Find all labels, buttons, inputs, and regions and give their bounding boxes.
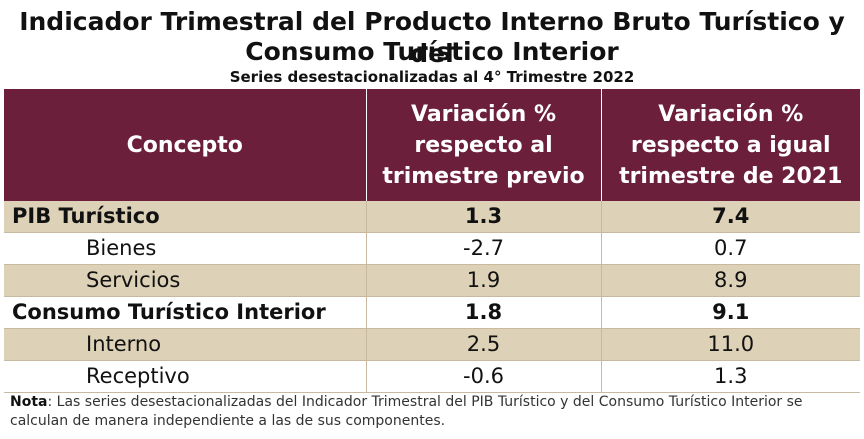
row-anual: 8.9 [601, 264, 860, 297]
table-row: Bienes -2.7 0.7 [4, 232, 860, 265]
note-text: : Las series desestacionalizadas del Ind… [10, 394, 803, 429]
title-line-1: Indicador Trimestral del Producto Intern… [19, 7, 845, 68]
row-previo: -0.6 [366, 360, 602, 393]
row-anual: 1.3 [601, 360, 860, 393]
row-concepto: PIB Turístico [4, 201, 367, 233]
row-anual: 11.0 [601, 328, 860, 361]
table-row: Servicios 1.9 8.9 [4, 264, 860, 297]
header-variacion-previo: Variación % respecto al trimestre previo [366, 89, 602, 201]
table-row: Interno 2.5 11.0 [4, 328, 860, 361]
header-col3-line1: Variación % [658, 101, 804, 127]
header-col2-line3: trimestre previo [382, 163, 585, 189]
row-previo: 1.8 [366, 296, 602, 329]
table-header-row: Concepto Variación % respecto al trimest… [4, 89, 860, 201]
row-anual: 0.7 [601, 232, 860, 265]
row-concepto: Servicios [4, 264, 367, 297]
header-variacion-anual: Variación % respecto a igual trimestre d… [601, 89, 860, 201]
header-col2-line1: Variación % [411, 101, 556, 127]
table-row: PIB Turístico 1.3 7.4 [4, 201, 860, 233]
row-concepto: Interno [4, 328, 367, 361]
table-row: Consumo Turístico Interior 1.8 9.1 [4, 296, 860, 329]
title-line-2: Consumo Turístico Interior [245, 37, 619, 66]
subtitle: Series desestacionalizadas al 4° Trimest… [229, 68, 635, 86]
table-row: Receptivo -0.6 1.3 [4, 360, 860, 393]
header-col3-line3: trimestre de 2021 [619, 163, 843, 189]
row-previo: -2.7 [366, 232, 602, 265]
pib-table: Concepto Variación % respecto al trimest… [4, 89, 860, 393]
note-label: Nota [10, 394, 48, 410]
row-previo: 1.9 [366, 264, 602, 297]
header-concepto: Concepto [4, 89, 367, 201]
row-anual: 9.1 [601, 296, 860, 329]
header-col3-line2: respecto a igual [630, 132, 831, 158]
footnote: Nota: Las series desestacionalizadas del… [10, 393, 860, 431]
row-anual: 7.4 [601, 201, 860, 233]
row-concepto: Receptivo [4, 360, 367, 393]
row-previo: 2.5 [366, 328, 602, 361]
row-concepto: Consumo Turístico Interior [4, 296, 367, 329]
header-col2-line2: respecto al [414, 132, 553, 158]
row-concepto: Bienes [4, 232, 367, 265]
row-previo: 1.3 [366, 201, 602, 233]
